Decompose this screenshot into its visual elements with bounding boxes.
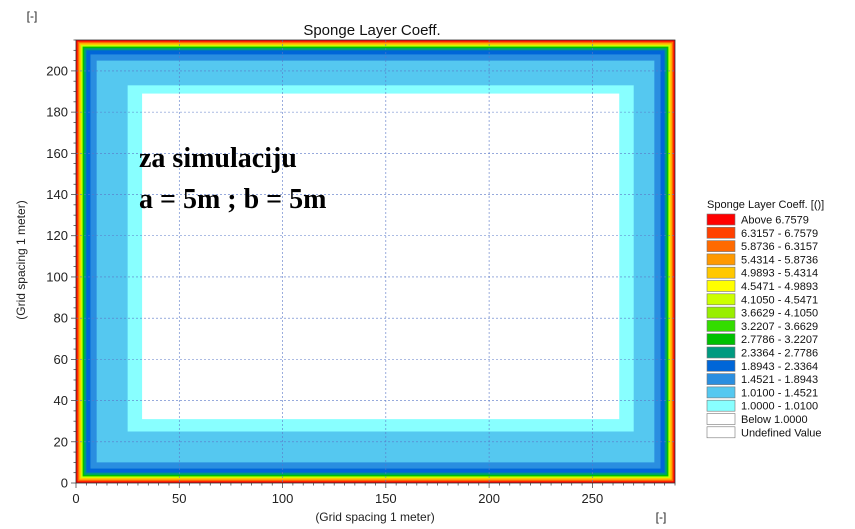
y-tick-label: 180 — [46, 105, 68, 120]
y-tick-label: 120 — [46, 228, 68, 243]
legend-swatch — [706, 413, 736, 425]
legend-swatch — [706, 426, 736, 439]
legend-entry-label: 4.5471 - 4.9893 — [741, 281, 818, 293]
annotation-line-2: a = 5m ; b = 5m — [139, 184, 326, 215]
legend-swatch — [706, 227, 736, 239]
x-tick-label: 150 — [375, 491, 397, 506]
y-tick-label: 0 — [61, 476, 68, 491]
x-tick-label: 250 — [582, 491, 604, 506]
legend-swatch — [706, 280, 736, 292]
legend-swatch — [706, 333, 736, 346]
legend-entry-label: 5.4314 - 5.8736 — [741, 254, 818, 266]
legend-swatch — [706, 240, 736, 252]
contour-regions — [76, 40, 675, 483]
legend-entry-label: 1.8943 - 2.3364 — [741, 361, 818, 373]
x-tick-label: 50 — [172, 491, 186, 506]
legend-entry-label: 3.6629 - 4.1050 — [741, 308, 818, 320]
chart-title: Sponge Layer Coeff. — [303, 22, 440, 39]
y-tick-label: 20 — [54, 434, 68, 449]
legend-swatch — [706, 253, 736, 266]
legend-swatch — [706, 399, 736, 412]
y-tick-label: 200 — [46, 63, 68, 78]
legend-entry-label: Undefined Value — [741, 427, 822, 439]
legend-entry-label: 4.9893 - 5.4314 — [741, 268, 818, 280]
y-tick-label: 160 — [46, 146, 68, 161]
legend-swatch — [706, 213, 736, 226]
legend-swatch — [706, 293, 736, 306]
y-axis-label: (Grid spacing 1 meter) — [14, 200, 28, 319]
y-unit-label: [-] — [27, 9, 38, 23]
x-tick-label: 0 — [72, 491, 79, 506]
x-tick-label: 100 — [272, 491, 294, 506]
gridlines — [76, 40, 675, 483]
legend-entry-label: Above 6.7579 — [741, 215, 809, 227]
x-unit-label: [-] — [656, 510, 667, 524]
legend-entry-label: 2.7786 - 3.2207 — [741, 334, 818, 346]
annotation-line-1: za simulaciju — [139, 143, 297, 174]
legend-entry-label: 1.0000 - 1.0100 — [741, 401, 818, 413]
legend-entry-label: 5.8736 - 6.3157 — [741, 241, 818, 253]
legend: Sponge Layer Coeff. [()] Above 6.75796.3… — [706, 199, 824, 439]
legend-entry-label: 3.2207 - 3.6629 — [741, 321, 818, 333]
y-tick-label: 140 — [46, 187, 68, 202]
annotation: za simulaciju a = 5m ; b = 5m — [139, 143, 326, 215]
y-tick-label: 100 — [46, 269, 68, 284]
legend-swatch — [706, 346, 736, 359]
contour-region-10 — [142, 93, 620, 420]
legend-title: Sponge Layer Coeff. [()] — [707, 199, 824, 211]
legend-entry-label: Below 1.0000 — [741, 414, 808, 426]
x-tick-label: 200 — [478, 491, 500, 506]
x-axis-label: (Grid spacing 1 meter) — [315, 510, 434, 524]
legend-swatch — [706, 373, 736, 385]
legend-entry-label: 1.0100 - 1.4521 — [741, 387, 818, 399]
y-tick-label: 60 — [54, 352, 68, 367]
legend-swatch — [706, 320, 736, 332]
legend-swatch — [706, 386, 736, 399]
tick-labels: 0 50 100 150 200 250 0 20 40 60 80 100 120 140 160 180 2… — [46, 63, 603, 506]
axes — [71, 39, 676, 488]
legend-entry-label: 1.4521 - 1.8943 — [741, 374, 818, 386]
y-tick-label: 40 — [54, 393, 68, 408]
legend-swatch — [706, 266, 736, 279]
legend-entry-label: 2.3364 - 2.7786 — [741, 348, 818, 360]
legend-swatch — [706, 306, 736, 319]
legend-swatch — [706, 359, 736, 372]
legend-entry-label: 6.3157 - 6.7579 — [741, 228, 818, 240]
legend-entry-label: 4.1050 - 4.5471 — [741, 294, 818, 306]
y-tick-label: 80 — [54, 311, 68, 326]
